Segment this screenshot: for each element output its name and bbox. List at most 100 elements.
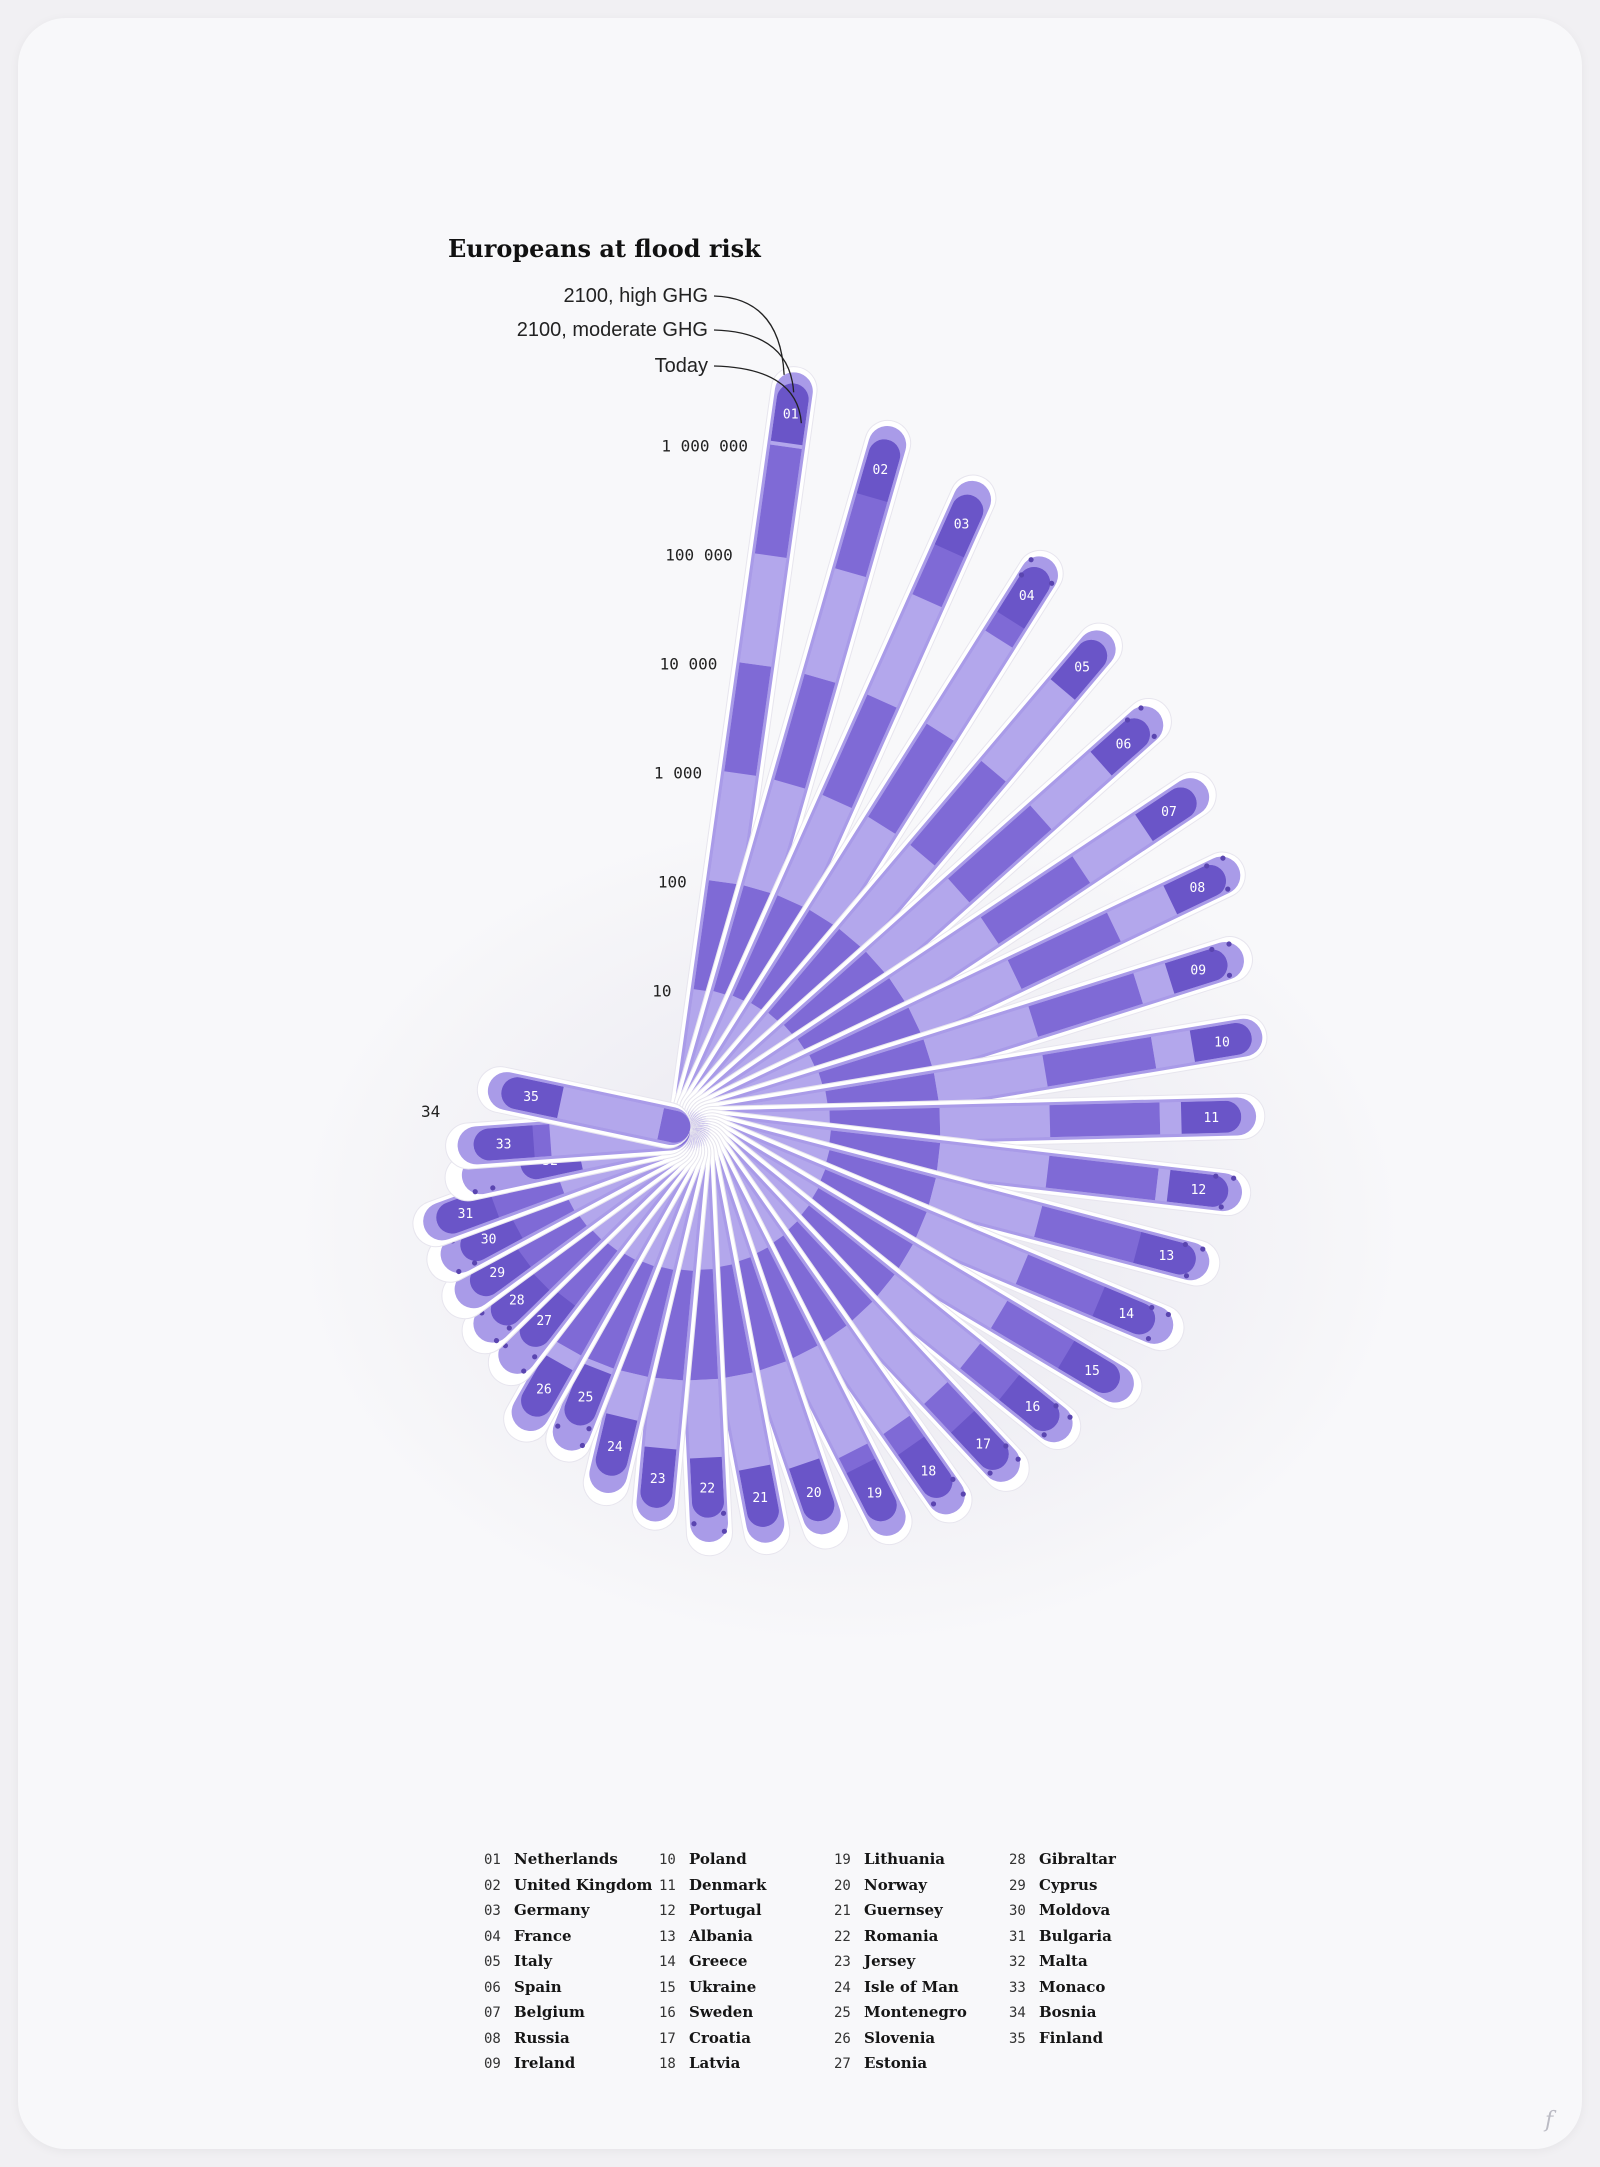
legend-number: 19 [834, 1852, 851, 1868]
legend-country-name: Latvia [689, 2054, 741, 2072]
legend-item: 18 Latvia [659, 2054, 834, 2080]
growth-dot [1226, 941, 1232, 947]
growth-dot [1231, 1175, 1237, 1181]
ray-number-08: 08 [1190, 881, 1206, 896]
growth-dot [1183, 1273, 1190, 1279]
ray-number-28: 28 [509, 1294, 525, 1309]
legend-number: 09 [484, 2056, 501, 2072]
growth-dot [1225, 886, 1231, 892]
legend-number: 31 [1009, 1928, 1026, 1945]
ray-number-30: 30 [481, 1232, 497, 1247]
y-tick-label: 10 [652, 981, 671, 1000]
signature-mark: f [1545, 2108, 1554, 2133]
growth-dot [1209, 946, 1215, 953]
ray-02 [672, 419, 912, 1135]
legend-number: 04 [484, 1928, 501, 1945]
ray-number-17: 17 [975, 1438, 991, 1453]
legend-number: 01 [484, 1852, 501, 1868]
legend-number: 29 [1009, 1877, 1026, 1894]
ray-number-07: 07 [1161, 805, 1177, 820]
growth-dot [1182, 1241, 1188, 1248]
ray-number-09: 09 [1190, 963, 1206, 978]
legend-country-name: Germany [514, 1901, 590, 1919]
legend-item: 08 Russia [484, 2029, 659, 2055]
legend-item: 20 Norway [834, 1876, 1009, 1902]
ray-number-19: 19 [867, 1487, 883, 1502]
legend-country-name: Lithuania [864, 1850, 946, 1868]
ray-number-24: 24 [607, 1440, 623, 1455]
series-label-2: Today [655, 355, 708, 377]
legend-number: 23 [834, 1954, 851, 1970]
legend-country-name: Romania [864, 1926, 939, 1945]
legend-number: 15 [659, 1979, 676, 1996]
legend-country-name: Slovenia [864, 2028, 936, 2047]
legend-number: 28 [1009, 1852, 1026, 1868]
legend-number: 05 [484, 1954, 501, 1970]
legend-country-name: Croatia [689, 2028, 751, 2047]
y-tick-label: 100 [658, 872, 687, 891]
ray-number-05: 05 [1074, 661, 1090, 676]
growth-dot [1138, 705, 1144, 711]
legend-item: 29 Cyprus [1009, 1876, 1184, 1902]
legend-number: 13 [659, 1928, 676, 1945]
legend-country-name: Monaco [1039, 1977, 1106, 1996]
ray-04 [676, 549, 1064, 1139]
legend-item: 35 Finland [1009, 2029, 1184, 2055]
growth-dot [1053, 1403, 1059, 1409]
legend-number: 14 [659, 1954, 676, 1970]
series-label-0: 2100, high GHG [563, 285, 708, 307]
legend-country-name: Belgium [514, 2003, 585, 2021]
legend-item: 32 Malta [1009, 1952, 1184, 1978]
ray-number-16: 16 [1025, 1400, 1041, 1415]
legend-item: 24 Isle of Man [834, 1978, 1009, 2004]
legend-number: 21 [834, 1903, 851, 1919]
legend-country-name: Russia [514, 2028, 570, 2047]
ray-number-10: 10 [1214, 1035, 1230, 1050]
legend-country-name: Norway [864, 1875, 927, 1894]
growth-dot [521, 1368, 527, 1374]
growth-dot [1226, 972, 1233, 978]
ray-number-14: 14 [1118, 1307, 1134, 1322]
legend-country-name: Ireland [514, 2054, 576, 2072]
legend-item: 22 Romania [834, 1927, 1009, 1953]
ray-number-34: 34 [421, 1102, 440, 1121]
legend-number: 20 [834, 1877, 851, 1894]
ray-03 [675, 474, 997, 1137]
legend-number: 08 [484, 2030, 501, 2047]
legend-number: 35 [1009, 2030, 1026, 2047]
legend-country-name: Cyprus [1039, 1875, 1098, 1894]
legend-item: 19 Lithuania [834, 1850, 1009, 1876]
legend-number: 12 [659, 1903, 676, 1919]
growth-dot [490, 1185, 496, 1191]
legend-item: 34 Bosnia [1009, 2003, 1184, 2029]
series-annotation: 2100, high GHG 2100, moderate GHG Today [517, 285, 802, 424]
ray-number-29: 29 [489, 1266, 505, 1281]
legend-country-name: Gibraltar [1039, 1850, 1116, 1868]
country-legend: 01 Netherlands 02 United Kingdom 03 Germany 04… [484, 1850, 1144, 2082]
growth-dot [930, 1501, 937, 1507]
growth-dot [960, 1491, 966, 1497]
ray-number-21: 21 [752, 1491, 768, 1506]
growth-dot [472, 1260, 478, 1266]
ray-number-11: 11 [1203, 1111, 1219, 1126]
legend-country-name: Isle of Man [864, 1977, 959, 1996]
growth-dot [1015, 1456, 1021, 1462]
legend-country-name: Netherlands [514, 1850, 618, 1868]
legend-item: 21 Guernsey [834, 1901, 1009, 1927]
legend-country-name: Albania [689, 1926, 753, 1945]
legend-country-name: Portugal [689, 1901, 762, 1919]
legend-item: 11 Denmark [659, 1876, 834, 1902]
legend-country-name: Poland [689, 1850, 747, 1868]
growth-dot [691, 1521, 697, 1527]
legend-number: 06 [484, 1979, 501, 1996]
legend-item: 30 Moldova [1009, 1901, 1184, 1927]
legend-country-name: United Kingdom [514, 1875, 653, 1894]
legend-item: 26 Slovenia [834, 2029, 1009, 2055]
y-axis: 1 000 000 100 000 10 000 1 000 100 10 [652, 437, 748, 1001]
legend-number: 18 [659, 2056, 676, 2072]
legend-country-name: Malta [1039, 1952, 1088, 1970]
legend-item: 09 Ireland [484, 2054, 659, 2080]
legend-country-name: France [514, 1926, 572, 1945]
series-leader-line [713, 365, 802, 424]
growth-dot [493, 1338, 500, 1344]
